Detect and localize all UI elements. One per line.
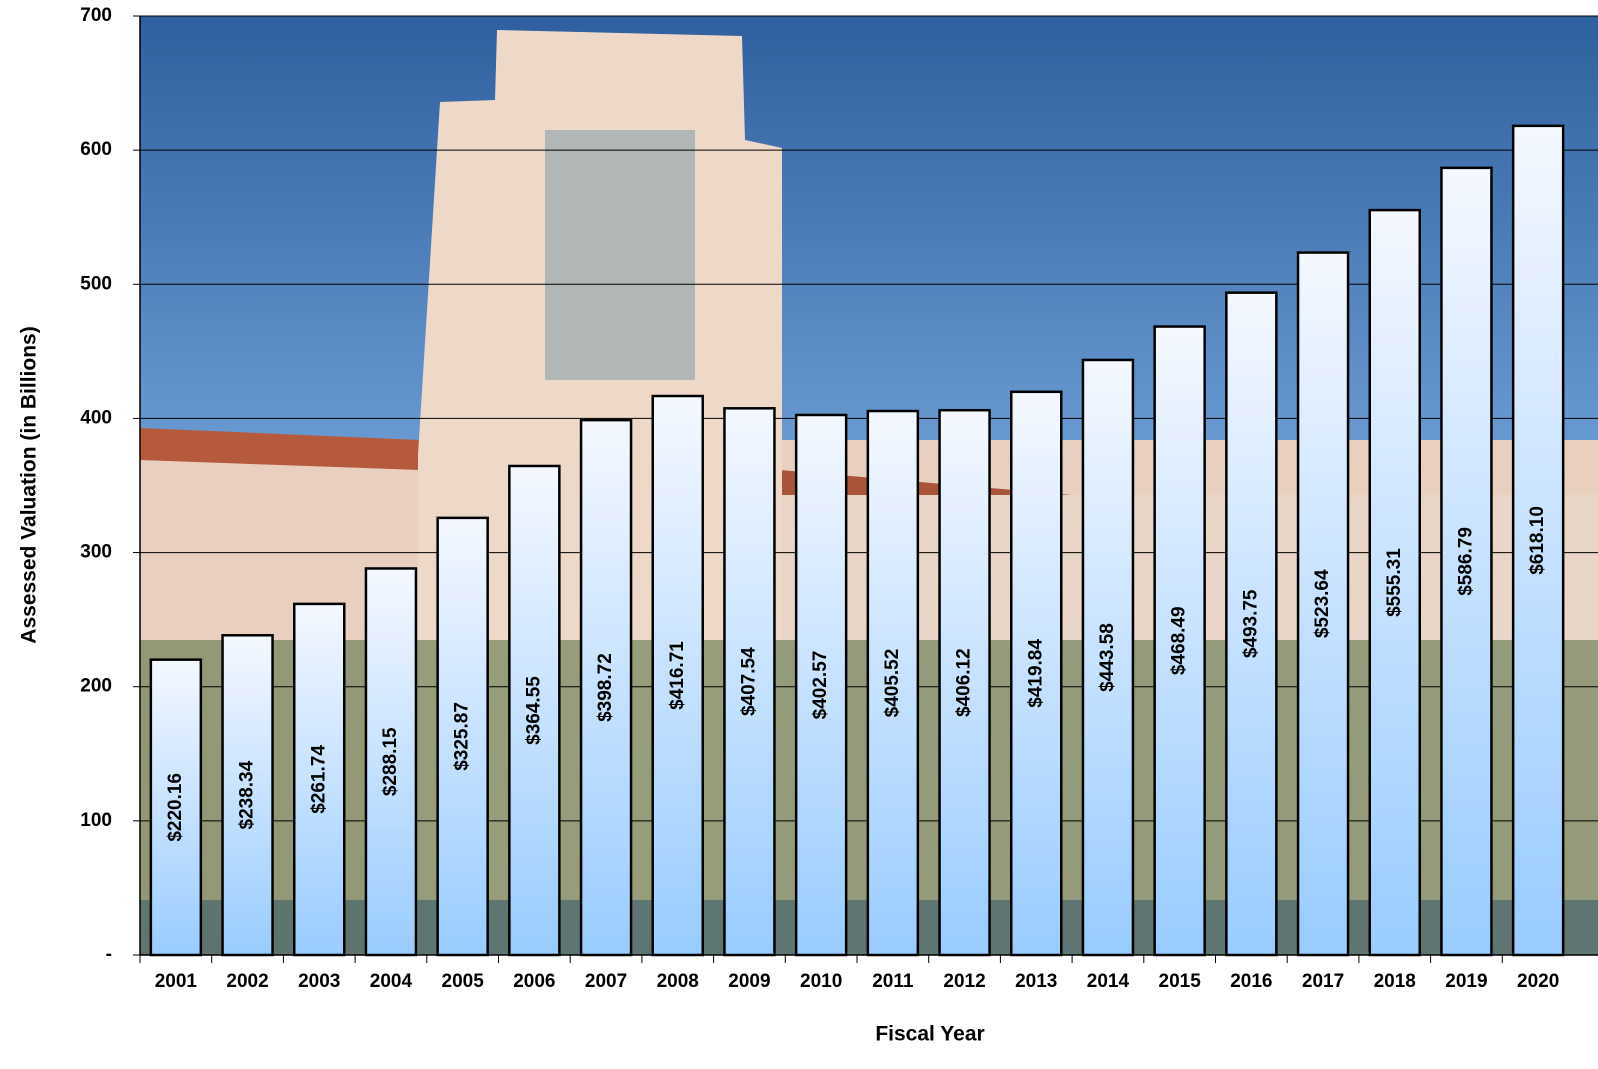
bar: [508, 464, 561, 957]
x-tick-label: 2003: [298, 971, 340, 992]
y-tick-label: 300: [80, 542, 112, 563]
x-tick-label: 2012: [943, 971, 985, 992]
x-tick-label: 2011: [872, 971, 914, 992]
y-tick-label: 700: [80, 5, 112, 26]
x-tick-label: 2013: [1015, 971, 1057, 992]
x-tick-label: 2002: [226, 971, 268, 992]
x-tick-label: 2004: [370, 971, 413, 992]
y-tick-label: 400: [80, 407, 112, 428]
value-label: $618.10: [1527, 506, 1548, 575]
bar: [364, 567, 418, 957]
y-tick-label: 500: [80, 273, 112, 294]
x-tick-label: 2006: [513, 971, 555, 992]
y-tick-label: 100: [80, 810, 112, 831]
bar: [436, 516, 489, 957]
bar: [723, 407, 776, 957]
bar: [794, 413, 848, 957]
value-label: $493.75: [1240, 589, 1261, 658]
value-label: $405.52: [882, 649, 903, 718]
bar: [293, 602, 346, 957]
x-tick-label: 2007: [585, 971, 627, 992]
bar: [1153, 325, 1206, 957]
bar: [1368, 208, 1421, 957]
x-tick-label: 2015: [1159, 971, 1202, 992]
value-label: $325.87: [452, 702, 473, 771]
bar: [1225, 291, 1278, 957]
x-tick-label: 2016: [1230, 971, 1272, 992]
value-label: $586.79: [1455, 527, 1476, 596]
x-tick-label: 2001: [155, 971, 198, 992]
x-tick-label: 2019: [1445, 971, 1487, 992]
x-tick-label: 2017: [1302, 971, 1344, 992]
x-tick-label: 2005: [442, 971, 485, 992]
bar: [1081, 358, 1135, 957]
y-tick-label: 600: [80, 139, 112, 160]
value-label: $398.72: [595, 653, 616, 722]
value-label: $220.16: [165, 773, 186, 842]
x-tick-label: 2009: [728, 971, 770, 992]
bar: [866, 409, 920, 957]
value-label: $402.57: [810, 651, 831, 720]
value-label: $416.71: [667, 641, 688, 710]
bar: [651, 394, 704, 957]
value-label: $443.58: [1097, 623, 1118, 692]
x-tick-label: 2008: [657, 971, 699, 992]
bar: [149, 658, 203, 957]
bar: [938, 408, 991, 957]
value-label: $407.54: [738, 647, 759, 716]
y-tick-label: -: [106, 944, 112, 965]
value-label: $261.74: [308, 745, 329, 814]
x-tick-label: 2010: [800, 971, 842, 992]
value-label: $364.55: [523, 676, 544, 745]
value-label: $419.84: [1025, 639, 1046, 708]
value-label: $555.31: [1384, 548, 1405, 617]
y-tick-label: 200: [80, 676, 112, 697]
bar: [1010, 390, 1063, 957]
value-label: $238.34: [237, 760, 258, 829]
x-axis-label: Fiscal Year: [875, 1023, 984, 1046]
bar: [579, 418, 633, 957]
value-label: $523.64: [1312, 569, 1333, 638]
y-axis-label: Assessed Valuation (in Billions): [18, 326, 41, 643]
x-tick-label: 2014: [1087, 971, 1130, 992]
value-label: $468.49: [1169, 606, 1190, 675]
bar: [1440, 166, 1493, 957]
bar: [1511, 124, 1565, 957]
bar: [221, 634, 274, 957]
x-tick-label: 2018: [1374, 971, 1416, 992]
value-label: $406.12: [954, 648, 975, 717]
value-label: $288.15: [380, 727, 401, 796]
x-tick-label: 2020: [1517, 971, 1559, 992]
bar: [1296, 251, 1350, 957]
